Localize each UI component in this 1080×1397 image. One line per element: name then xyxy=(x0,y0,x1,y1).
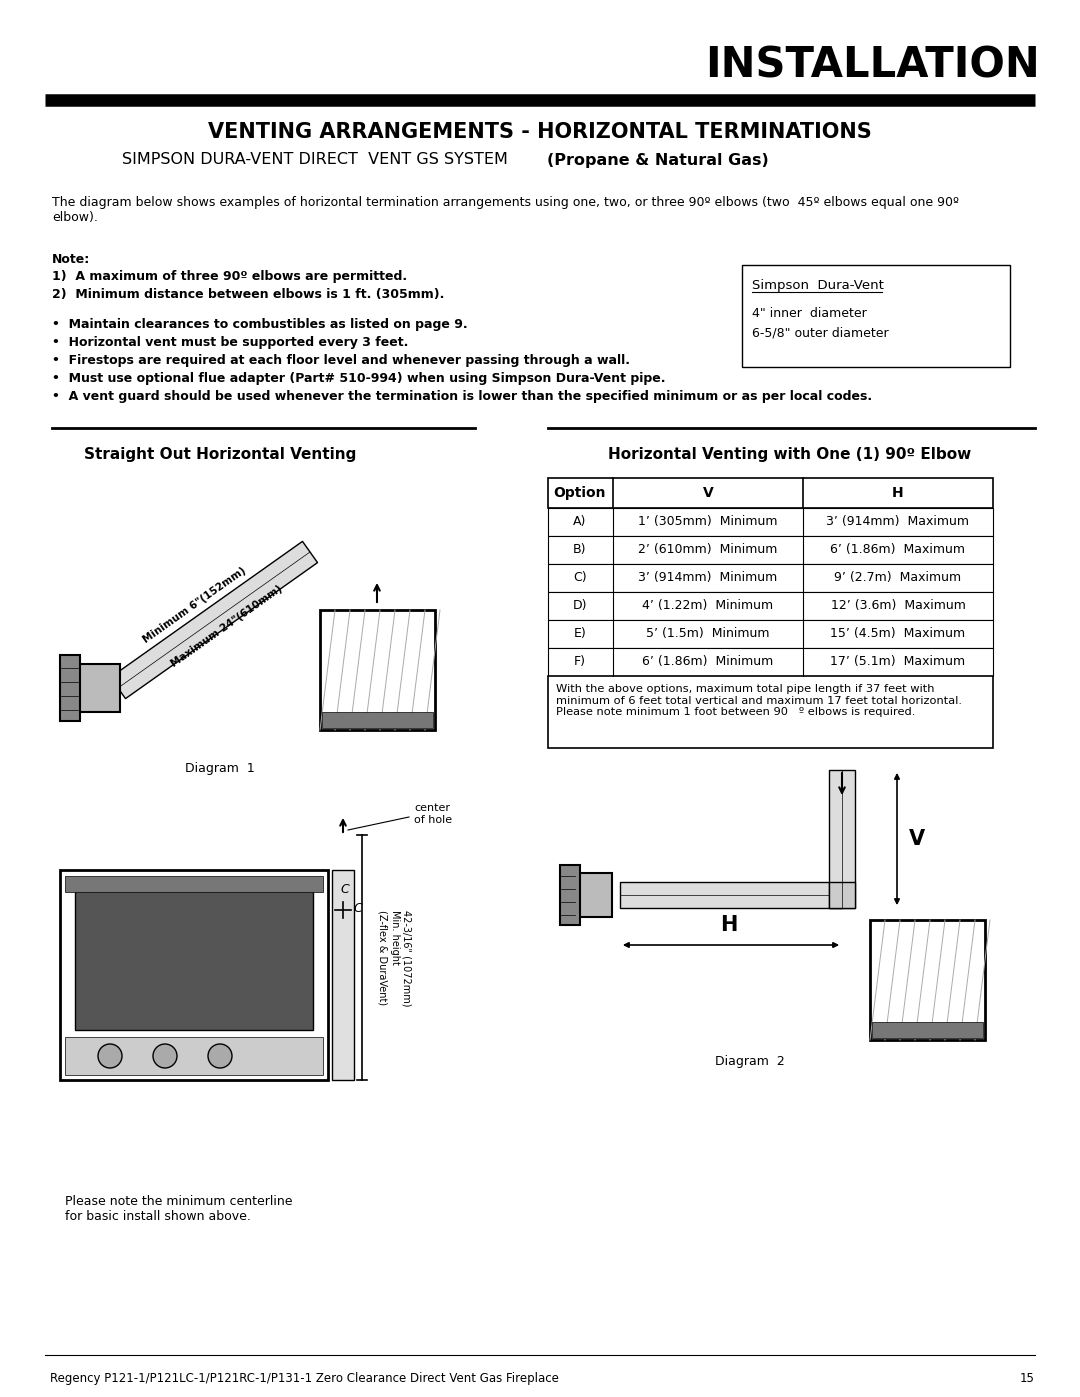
Text: Diagram  2: Diagram 2 xyxy=(715,1055,785,1067)
Text: With the above options, maximum total pipe length if 37 feet with
minimum of 6 f: With the above options, maximum total pi… xyxy=(556,685,962,717)
Text: Note:: Note: xyxy=(52,253,91,265)
Text: Straight Out Horizontal Venting: Straight Out Horizontal Venting xyxy=(84,447,356,462)
Bar xyxy=(65,876,323,893)
Text: Option: Option xyxy=(554,486,606,500)
Text: 6-5/8" outer diameter: 6-5/8" outer diameter xyxy=(752,327,889,339)
Text: 2)  Minimum distance between elbows is 1 ft. (305mm).: 2) Minimum distance between elbows is 1 … xyxy=(52,288,444,300)
Circle shape xyxy=(208,1044,232,1067)
Text: E): E) xyxy=(573,627,586,640)
Text: 3’ (914mm)  Minimum: 3’ (914mm) Minimum xyxy=(638,571,778,584)
Bar xyxy=(60,655,80,721)
Text: VENTING ARRANGEMENTS - HORIZONTAL TERMINATIONS: VENTING ARRANGEMENTS - HORIZONTAL TERMIN… xyxy=(208,122,872,142)
Text: V: V xyxy=(703,486,714,500)
Bar xyxy=(60,870,328,1080)
Text: (Propane & Natural Gas): (Propane & Natural Gas) xyxy=(548,152,769,168)
Text: B): B) xyxy=(573,543,586,556)
Bar xyxy=(742,265,1010,367)
Text: Diagram  1: Diagram 1 xyxy=(185,761,255,775)
Bar xyxy=(548,564,993,592)
Text: V: V xyxy=(909,828,926,849)
Bar xyxy=(548,648,993,676)
Text: H: H xyxy=(720,915,738,935)
Bar xyxy=(872,1023,983,1038)
Text: 9’ (2.7m)  Maximum: 9’ (2.7m) Maximum xyxy=(835,571,961,584)
Text: •  Horizontal vent must be supported every 3 feet.: • Horizontal vent must be supported ever… xyxy=(52,337,408,349)
Text: 4" inner  diameter: 4" inner diameter xyxy=(752,307,867,320)
Text: 1’ (305mm)  Minimum: 1’ (305mm) Minimum xyxy=(638,515,778,528)
Text: INSTALLATION: INSTALLATION xyxy=(705,43,1040,87)
Bar xyxy=(548,592,993,620)
Text: 15’ (4.5m)  Maximum: 15’ (4.5m) Maximum xyxy=(831,627,966,640)
Bar xyxy=(75,890,313,1030)
Text: SIMPSON DURA-VENT DIRECT  VENT GS SYSTEM: SIMPSON DURA-VENT DIRECT VENT GS SYSTEM xyxy=(122,152,518,168)
Bar xyxy=(829,882,855,908)
Bar xyxy=(332,870,354,1080)
Text: Please note the minimum centerline
for basic install shown above.: Please note the minimum centerline for b… xyxy=(65,1194,293,1222)
Text: Regency P121-1/P121LC-1/P121RC-1/P131-1 Zero Clearance Direct Vent Gas Fireplace: Regency P121-1/P121LC-1/P121RC-1/P131-1 … xyxy=(50,1372,558,1384)
Bar xyxy=(576,873,612,916)
Polygon shape xyxy=(110,542,318,698)
Text: 1)  A maximum of three 90º elbows are permitted.: 1) A maximum of three 90º elbows are per… xyxy=(52,270,407,284)
Text: D): D) xyxy=(572,599,588,612)
Text: C: C xyxy=(340,883,349,895)
Text: 6’ (1.86m)  Minimum: 6’ (1.86m) Minimum xyxy=(643,655,773,669)
Text: 12’ (3.6m)  Maximum: 12’ (3.6m) Maximum xyxy=(831,599,966,612)
Text: •  Firestops are required at each floor level and whenever passing through a wal: • Firestops are required at each floor l… xyxy=(52,353,630,367)
Bar xyxy=(561,865,580,925)
Bar xyxy=(548,509,993,536)
Text: Maximum 24"(610mm): Maximum 24"(610mm) xyxy=(170,583,284,669)
Text: 5’ (1.5m)  Minimum: 5’ (1.5m) Minimum xyxy=(646,627,770,640)
Text: The diagram below shows examples of horizontal termination arrangements using on: The diagram below shows examples of hori… xyxy=(52,196,959,224)
Bar xyxy=(829,770,855,908)
Circle shape xyxy=(153,1044,177,1067)
Bar xyxy=(76,664,120,712)
Text: 4’ (1.22m)  Minimum: 4’ (1.22m) Minimum xyxy=(643,599,773,612)
Bar xyxy=(548,536,993,564)
Text: Horizontal Venting with One (1) 90º Elbow: Horizontal Venting with One (1) 90º Elbo… xyxy=(608,447,972,462)
Text: center
of hole: center of hole xyxy=(414,803,453,826)
Bar xyxy=(548,478,993,509)
Text: •  A vent guard should be used whenever the termination is lower than the specif: • A vent guard should be used whenever t… xyxy=(52,390,873,402)
Bar xyxy=(620,882,842,908)
Text: C: C xyxy=(353,901,362,915)
Circle shape xyxy=(98,1044,122,1067)
Bar xyxy=(548,676,993,747)
Bar xyxy=(548,620,993,648)
Bar xyxy=(65,1037,323,1076)
Text: C): C) xyxy=(573,571,586,584)
Text: Simpson  Dura-Vent: Simpson Dura-Vent xyxy=(752,279,883,292)
Text: 3’ (914mm)  Maximum: 3’ (914mm) Maximum xyxy=(826,515,970,528)
Text: 17’ (5.1m)  Maximum: 17’ (5.1m) Maximum xyxy=(831,655,966,669)
Bar xyxy=(320,610,435,731)
Bar xyxy=(870,921,985,1039)
Text: A): A) xyxy=(573,515,586,528)
Bar xyxy=(322,712,433,728)
Text: •  Maintain clearances to combustibles as listed on page 9.: • Maintain clearances to combustibles as… xyxy=(52,319,468,331)
Text: F): F) xyxy=(573,655,586,669)
Text: 15: 15 xyxy=(1021,1372,1035,1384)
Text: 6’ (1.86m)  Maximum: 6’ (1.86m) Maximum xyxy=(831,543,966,556)
Text: 2’ (610mm)  Minimum: 2’ (610mm) Minimum xyxy=(638,543,778,556)
Text: •  Must use optional flue adapter (Part# 510-994) when using Simpson Dura-Vent p: • Must use optional flue adapter (Part# … xyxy=(52,372,665,386)
Text: 42-3/16" (1072mm)
Min. height
(Z-flex & DuraVent): 42-3/16" (1072mm) Min. height (Z-flex & … xyxy=(378,909,411,1006)
Text: H: H xyxy=(892,486,904,500)
Text: Minimum 6"(152mm): Minimum 6"(152mm) xyxy=(141,566,248,645)
